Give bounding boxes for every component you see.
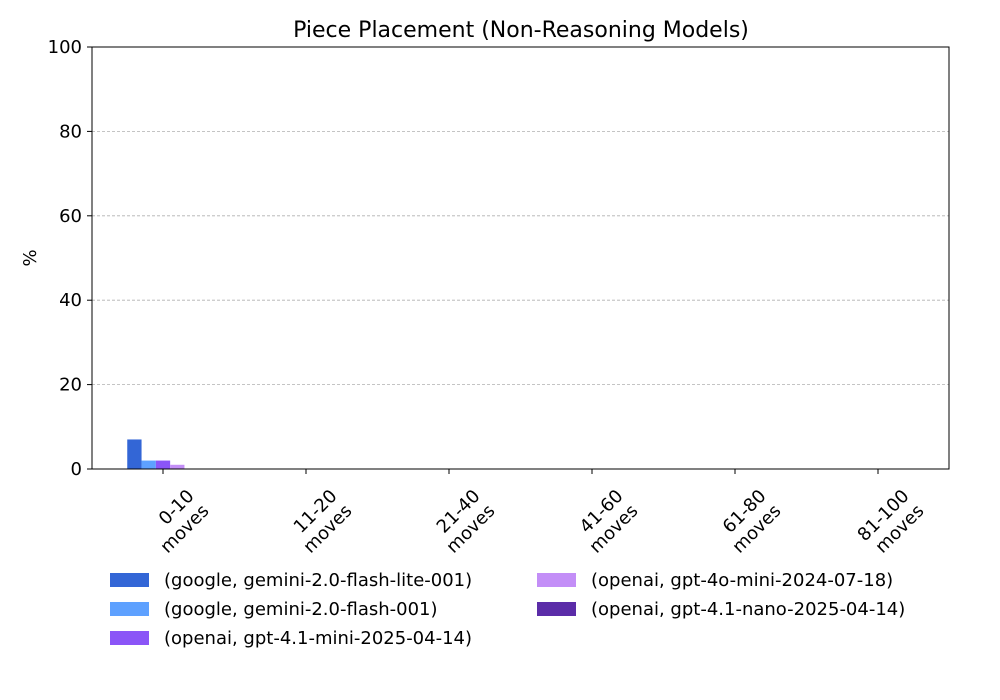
legend-label: (openai, gpt-4.1-nano-2025-04-14) [591, 598, 906, 620]
y-axis-label: % [20, 249, 41, 266]
legend-item: (openai, gpt-4o-mini-2024-07-18) [537, 568, 893, 592]
x-tick-label: 21-40moves [428, 486, 500, 558]
bars [127, 439, 185, 469]
y-tick-label: 0 [71, 459, 82, 480]
y-tick-label: 100 [48, 37, 82, 58]
plot-area-frame [91, 46, 950, 470]
x-tick-label: 11-20moves [285, 486, 357, 558]
legend-swatch [110, 573, 149, 587]
grid-lines [92, 130, 949, 386]
legend-swatch [110, 602, 149, 616]
y-tick-label: 20 [59, 375, 82, 396]
x-tick-label: 61-80moves [714, 486, 786, 558]
legend-item: (google, gemini-2.0-flash-lite-001) [110, 568, 472, 592]
legend-item: (openai, gpt-4.1-mini-2025-04-14) [110, 626, 472, 650]
bar [170, 464, 185, 469]
y-tick-label: 80 [59, 121, 82, 142]
legend-swatch [110, 631, 149, 645]
legend-label: (openai, gpt-4.1-mini-2025-04-14) [164, 627, 473, 649]
x-tick-label: 81-100moves [854, 486, 929, 561]
legend-swatch [537, 602, 576, 616]
legend-label: (google, gemini-2.0-flash-lite-001) [164, 569, 473, 591]
chart-title: Piece Placement (Non-Reasoning Models) [293, 18, 749, 43]
x-tick-label: 0-10moves [142, 486, 214, 558]
legend-item: (openai, gpt-4.1-nano-2025-04-14) [537, 597, 905, 621]
x-axis-ticks: 0-10moves 11-20moves 21-40moves 41-60moves 6… [142, 469, 929, 561]
y-tick-label: 60 [59, 206, 82, 227]
bar [127, 439, 142, 469]
bar [155, 460, 171, 469]
legend-label: (google, gemini-2.0-flash-001) [164, 598, 438, 620]
y-axis-ticks: 0 20 40 60 80 100 [48, 37, 92, 480]
y-tick-label: 40 [59, 290, 82, 311]
legend-item: (google, gemini-2.0-flash-001) [110, 597, 438, 621]
legend-swatch [537, 573, 576, 587]
legend: (google, gemini-2.0-flash-lite-001) (goog… [110, 568, 970, 658]
x-tick-label: 41-60moves [571, 486, 643, 558]
bar [141, 460, 156, 469]
legend-label: (openai, gpt-4o-mini-2024-07-18) [591, 569, 894, 591]
